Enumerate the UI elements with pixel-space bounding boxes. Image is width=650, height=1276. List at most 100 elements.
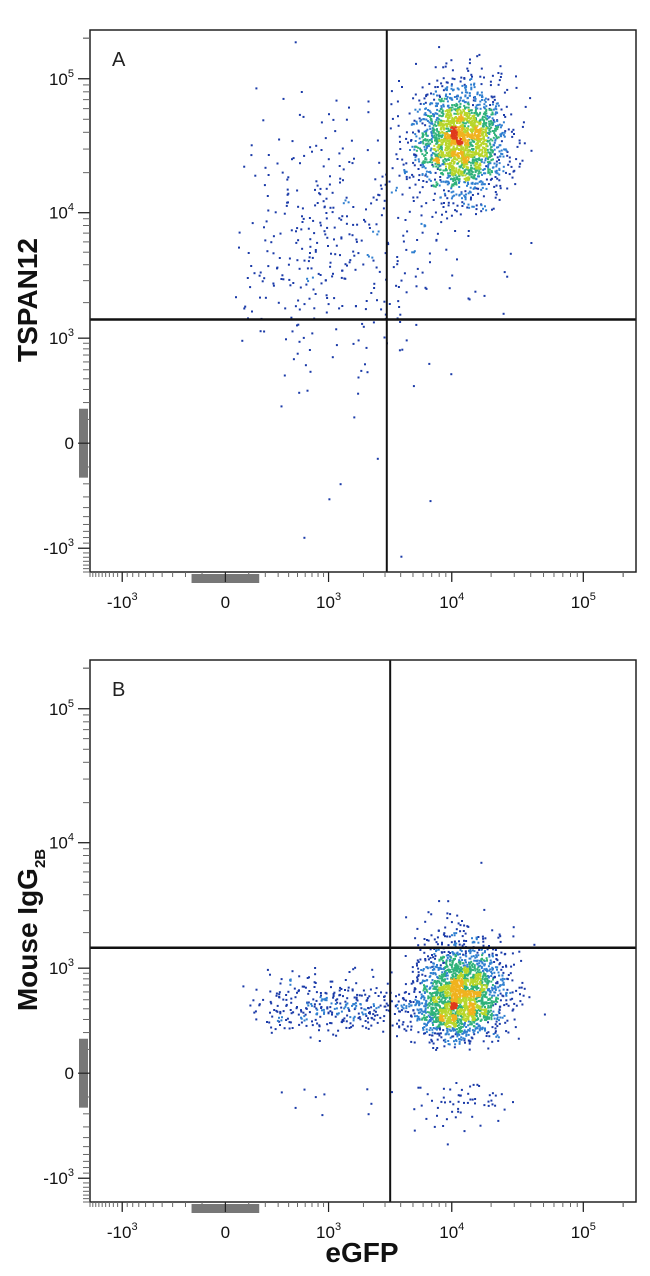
panel-b-event-537 [464,952,467,955]
panel-a-event-2040 [470,122,472,124]
panel-b-event-2053 [476,1006,479,1009]
panel-b-event-427 [439,1032,442,1035]
panel-a-event-526 [475,204,478,207]
panel-a-event-1919 [460,148,463,151]
panel-b-event-799 [460,1038,463,1041]
panel-a-event-571 [292,282,295,284]
panel-b-event-728 [405,1007,408,1010]
panel-a-event-620 [498,173,501,176]
panel-b-event-198 [426,939,428,941]
panel-b-event-1244 [486,959,488,962]
panel-b-event-443 [439,1027,441,1030]
panel-b-event-1808 [453,967,456,969]
panel-b-event-2298 [443,1011,446,1013]
panel-a-event-1827 [450,159,453,162]
panel-a-event-2486 [456,139,459,142]
panel-a-event-2524 [451,135,454,138]
panel-a-event-1847 [460,149,462,152]
panel-a-event-134 [315,144,318,147]
panel-a-event-183 [366,371,369,374]
panel-b-event-210 [461,920,463,922]
panel-b-event-1435 [469,976,472,979]
panel-a-event-1625 [466,179,469,181]
panel-b-event-330 [339,1002,342,1005]
panel-b-event-1785 [460,1005,463,1008]
panel-b-event-825 [462,1037,465,1040]
panel-a-event-123 [298,267,301,270]
panel-a-event-1218 [447,129,450,132]
panel-a-event-295 [399,140,401,143]
panel-b-event-509 [495,982,498,985]
panel-b-event-659 [501,1016,504,1019]
panel-b-event-7 [512,1101,514,1104]
panel-b-event-1670 [442,1000,445,1003]
panel-a-event-2326 [464,143,467,146]
panel-a-event-2477 [461,142,464,145]
panel-b-event-65 [427,911,430,914]
panel-b-event-1248 [428,992,431,994]
panel-b-event-1635 [464,975,467,978]
panel-b-event-1658 [442,975,445,978]
panel-a-event-1096 [491,113,494,116]
panel-a-event-394 [316,241,319,244]
panel-b-event-1133 [446,969,449,972]
panel-a-event-703 [452,190,455,193]
panel-b-event-104 [523,987,526,990]
panel-a-event-1163 [486,148,489,151]
panel-b-event-1515 [440,982,443,985]
panel-b-event-2235 [449,988,451,991]
panel-b-event-842 [451,951,454,954]
panel-a-event-410 [328,113,330,116]
panel-b-event-271 [433,948,436,950]
panel-a-event-68 [413,119,416,122]
panel-b-event-1894 [472,1015,475,1018]
panel-a-event-351 [340,276,343,279]
panel-b-event-685 [496,1034,499,1037]
panel-b-event-688 [465,955,468,958]
panel-b-event-525 [467,1039,470,1042]
panel-b-event-1819 [485,986,488,989]
panel-b-event-226 [459,1111,462,1114]
panel-b-event-2227 [448,984,451,987]
panel-b-event-1287 [435,1016,438,1019]
panel-a-event-432 [447,204,450,207]
panel-a-event-1134 [422,142,425,145]
panel-b-event-397 [291,1027,294,1029]
panel-b-event-145 [347,1008,350,1011]
panel-b-event-2208 [447,1003,450,1006]
panel-a-event-745 [429,111,432,114]
panel-a-event-37 [463,83,466,86]
panel-a-event-817 [446,96,449,99]
panel-b-event-735 [340,1010,343,1013]
panel-a-event-12 [514,183,517,186]
panel-b-event-1938 [454,1020,457,1023]
panel-b-event-176 [316,1022,319,1025]
panel-b-event-1187 [427,995,430,998]
panel-a-event-216 [307,227,310,230]
panel-b-event-901 [364,1013,367,1016]
panel-a-event-2105 [445,125,448,128]
panel-b-event-591 [303,985,306,988]
panel-a-event-1811 [440,155,443,158]
panel-a-event-557 [397,300,400,303]
panel-a-event-74 [515,158,518,161]
panel-b-event-28 [424,920,427,923]
panel-a-event-766 [435,90,437,93]
panel-b-event-218 [487,1031,490,1034]
panel-a-x-tick-exponent-4: 5 [590,591,596,603]
panel-a-event-2023 [477,152,480,155]
panel-a-event-1450 [434,139,436,142]
panel-a-event-1762 [475,149,477,152]
panel-a-event-1027 [427,145,430,148]
panel-b-event-2065 [466,968,469,971]
panel-a-event-755 [414,159,417,162]
panel-b-event-1353 [426,1011,429,1014]
panel-b-event-606 [279,1010,282,1013]
panel-a-event-81 [452,202,455,205]
panel-a-event-491 [425,94,428,96]
panel-b-event-558 [403,998,406,1001]
panel-a-event-344 [428,252,431,255]
panel-b-event-2062 [465,983,468,986]
